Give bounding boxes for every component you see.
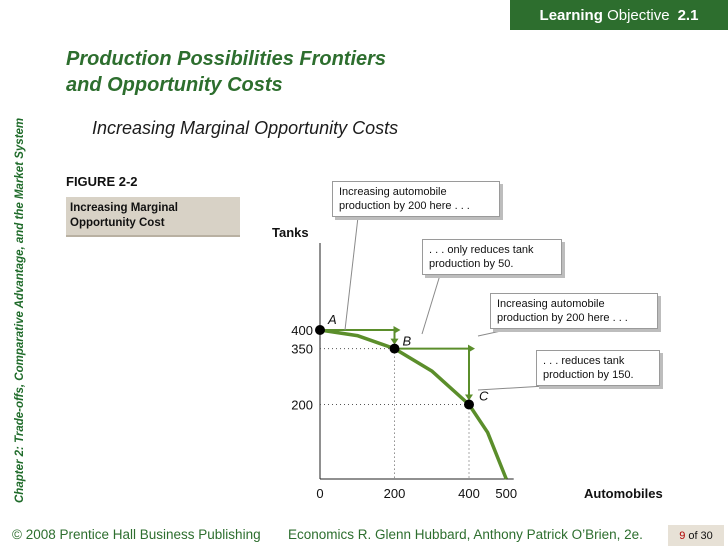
y-tick-label: 200 [291,398,313,413]
point-a [315,325,325,335]
callout-reduce-1: . . . only reduces tank production by 50… [422,239,562,275]
callout-leader [477,328,511,337]
callout-2-line-2: production by 50. [429,258,514,270]
callout-3-line-2: production by 200 here . . . [497,312,628,324]
callout-leader [421,274,441,335]
callout-1-line-1: Increasing automobile [339,186,447,198]
ppf-curve [319,328,508,480]
learning-objective-badge: Learning Objective 2.1 [510,0,728,30]
figure-caption-line-2: Opportunity Cost [70,217,165,229]
point-label-a: A [327,312,337,327]
callout-2-line-1: . . . only reduces tank [429,244,534,256]
title-line-1: Production Possibilities Frontiers [66,48,387,70]
point-label-b: B [403,334,412,349]
callout-leader [477,385,546,391]
x-tick-label: 400 [458,486,480,501]
point-label-c: C [479,389,489,404]
callout-reduce-2: . . . reduces tank production by 150. [536,350,660,386]
figure-caption-line-1: Increasing Marginal [70,202,179,214]
x-tick-label: 500 [495,486,517,501]
callout-1-line-2: production by 200 here . . . [339,200,470,212]
footer: © 2008 Prentice Hall Business Publishing… [0,525,728,546]
slide-title: Production Possibilities Frontiers and O… [66,46,386,98]
slide-subtitle: Increasing Marginal Opportunity Costs [92,118,399,138]
callout-increase-2: Increasing automobile production by 200 … [490,293,658,329]
title-line-2: and Opportunity Costs [66,74,283,96]
callout-4-line-1: . . . reduces tank [543,355,625,367]
chart-layer: Tanks Automobiles 0 200 400 500 200 350 400 A B C [272,216,663,501]
x-tick-label: 200 [384,486,406,501]
point-c [464,399,474,410]
x-axis-label: Automobiles [584,486,663,501]
footer-copyright: © 2008 Prentice Hall Business Publishing [12,527,261,542]
y-tick-label: 350 [291,342,313,357]
callout-leader [344,216,359,331]
y-axis-label: Tanks [272,225,309,240]
callout-3-line-1: Increasing automobile [497,298,605,310]
callout-increase-1: Increasing automobile production by 200 … [332,181,500,217]
y-tick-label: 400 [291,323,313,338]
figure-caption: Increasing Marginal Opportunity Cost [66,197,240,237]
point-b [389,343,400,354]
decrease-arrowhead [390,338,399,345]
page-total: of 30 [688,529,713,542]
footer-book: Economics R. Glenn Hubbard, Anthony Patr… [288,527,643,542]
badge-rest: Objective [607,6,670,24]
page-current: 9 [679,529,686,542]
badge-number: 2.1 [677,6,699,24]
badge-bold: Learning [539,6,603,24]
figure-label: FIGURE 2-2 [66,174,138,189]
page-indicator: 9 of 30 [668,525,724,546]
x-tick-label: 0 [316,486,323,501]
callout-4-line-2: production by 150. [543,369,634,381]
decrease-arrowhead [465,394,473,401]
